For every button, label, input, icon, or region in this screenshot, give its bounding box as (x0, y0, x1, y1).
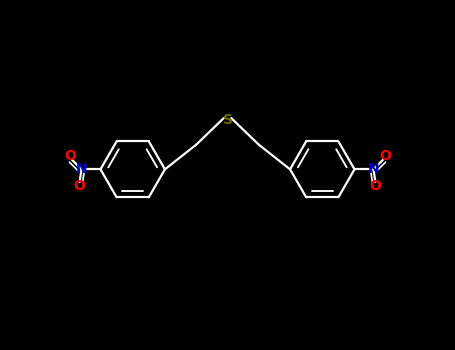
Text: O: O (369, 179, 381, 193)
Text: S: S (222, 113, 233, 127)
Text: O: O (64, 149, 76, 163)
Text: O: O (379, 149, 391, 163)
Text: N: N (76, 162, 87, 176)
Text: N: N (368, 162, 379, 176)
Text: O: O (74, 179, 86, 193)
